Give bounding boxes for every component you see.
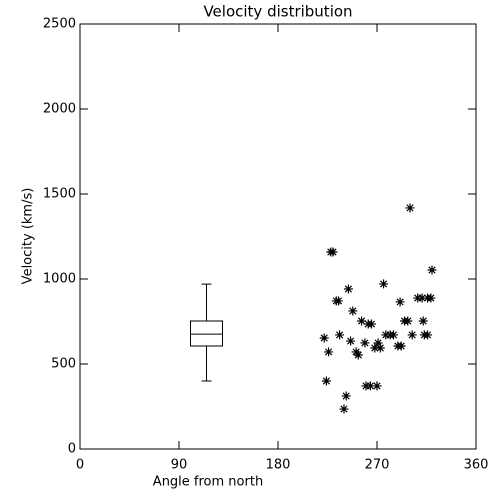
y-tick-label: 500 [51, 357, 76, 372]
scatter-point [339, 404, 349, 414]
scatter-point [407, 330, 417, 340]
scatter-point [373, 338, 383, 348]
scatter-point [375, 343, 385, 353]
scatter-point [319, 333, 329, 343]
scatter-point [379, 279, 389, 289]
y-tick-label: 2500 [43, 17, 76, 32]
scatter-point [370, 343, 380, 353]
scatter-point [335, 330, 345, 340]
scatter-point [403, 316, 413, 326]
scatter-point [351, 347, 361, 357]
x-axis-label: Angle from north [153, 475, 263, 490]
scatter-point [365, 381, 375, 391]
scatter-point [353, 350, 363, 360]
y-tick-label: 1000 [43, 272, 76, 287]
scatter-point [395, 297, 405, 307]
scatter-point [348, 306, 358, 316]
scatter-point [334, 296, 343, 306]
scatter-point [357, 316, 367, 326]
scatter-point [372, 381, 382, 391]
scatter-point [396, 341, 406, 351]
scatter-point [343, 284, 353, 294]
y-tick-label: 0 [68, 442, 76, 457]
scatter-point [427, 265, 437, 275]
scatter-point [341, 391, 351, 401]
scatter-point [417, 293, 427, 303]
y-tick-label: 2000 [43, 102, 76, 117]
scatter-point [426, 293, 436, 303]
box-body [190, 320, 223, 347]
x-tick-label: 90 [171, 458, 188, 473]
y-axis-label: Velocity (km/s) [21, 188, 36, 285]
x-tick-label: 180 [266, 458, 291, 473]
scatter-point [423, 330, 433, 340]
scatter-point [328, 247, 338, 257]
x-tick-label: 0 [76, 458, 84, 473]
scatter-point [389, 330, 398, 340]
scatter-point [405, 203, 415, 213]
scatter-point [346, 336, 356, 346]
scatter-point [321, 376, 331, 386]
scatter-point [418, 316, 428, 326]
scatter-point [324, 347, 334, 357]
chart-title: Velocity distribution [203, 3, 352, 21]
scatter-point [363, 319, 373, 329]
y-tick-label: 1500 [43, 187, 76, 202]
scatter-point [360, 338, 370, 348]
x-tick-label: 270 [365, 458, 390, 473]
x-tick-label: 360 [464, 458, 489, 473]
